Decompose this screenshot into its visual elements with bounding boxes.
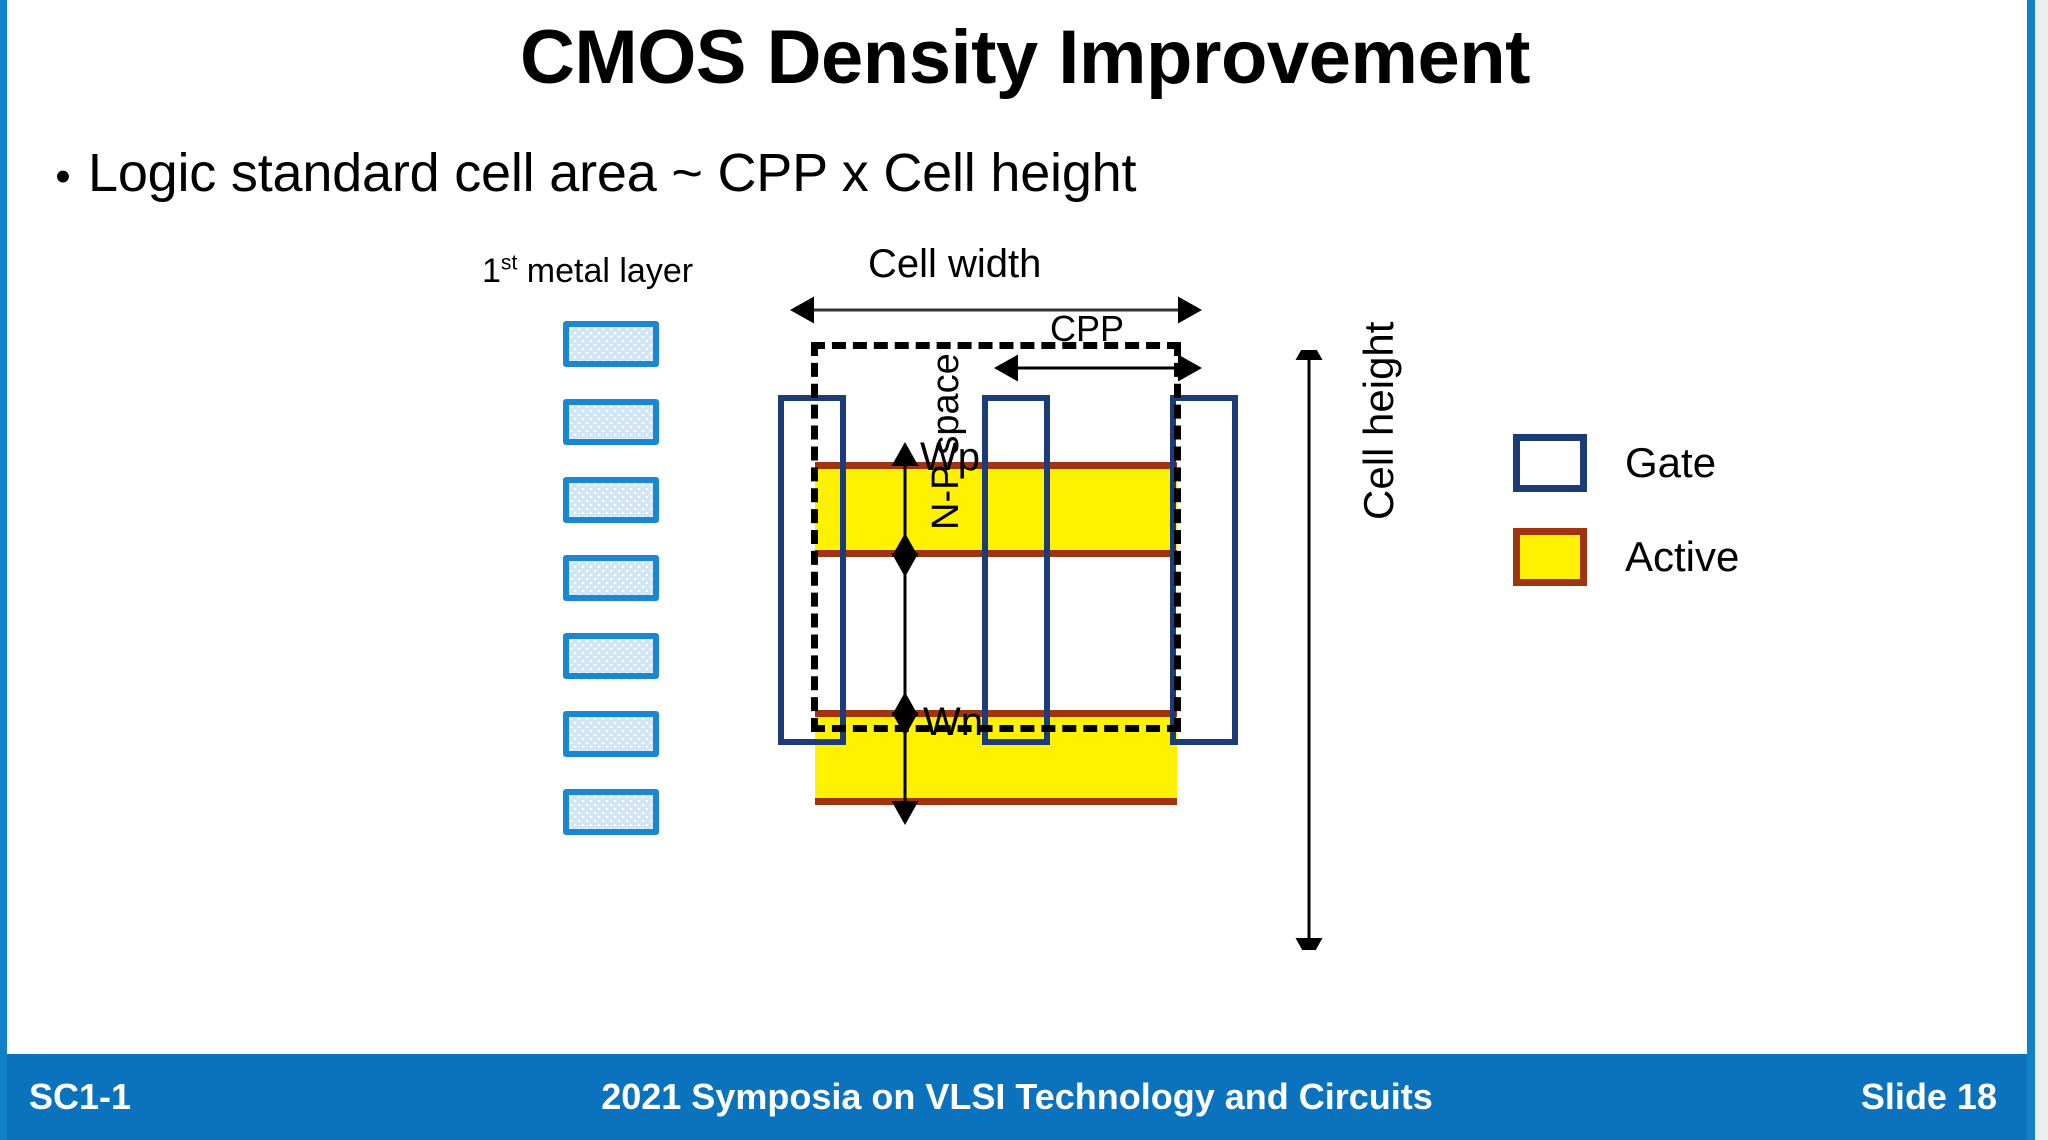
metal-layer-label: 1st metal layer <box>482 252 693 291</box>
metal-layer-rect <box>563 633 659 679</box>
slide-footer: SC1-1 2021 Symposia on VLSI Technology a… <box>7 1054 2027 1140</box>
cell-boundary-outline <box>811 342 1181 732</box>
active-region-p <box>815 462 1177 557</box>
metal-layer-label-number: 1 <box>482 252 501 290</box>
metal-layer-rect <box>563 477 659 523</box>
bullet-text: Logic standard cell area ~ CPP x Cell he… <box>88 143 1137 203</box>
footer-slide-number: Slide 18 <box>1860 1076 1997 1117</box>
cell-width-label: Cell width <box>868 242 1042 286</box>
wn-label: Wn <box>923 700 983 744</box>
legend-label-gate: Gate <box>1625 439 1717 486</box>
cpp-label: CPP <box>1050 308 1125 349</box>
legend-item-active: Active <box>1513 526 1913 588</box>
metal-layer-label-suffix: st <box>500 251 518 275</box>
legend-item-gate: Gate <box>1513 432 1913 494</box>
bullet-item: • Logic standard cell area ~ CPP x Cell … <box>38 142 1136 204</box>
gate-poly-2 <box>982 395 1050 745</box>
metal-layer-rect <box>563 555 659 601</box>
bullet-marker-icon: • <box>55 152 71 201</box>
legend: Gate Active <box>1513 432 1913 620</box>
footer-conference-name: 2021 Symposia on VLSI Technology and Cir… <box>601 1076 1433 1117</box>
cell-height-arrow <box>1295 350 1323 950</box>
slide-left-border <box>0 0 7 1140</box>
metal-layer-rect <box>563 321 659 367</box>
metal-layer-stack <box>563 321 673 991</box>
wp-label: Wp <box>920 435 980 479</box>
legend-label-active: Active <box>1625 533 1740 580</box>
metal-layer-rect <box>563 789 659 835</box>
np-space-label: N-P space <box>925 353 967 530</box>
active-swatch-icon <box>1513 528 1587 586</box>
metal-layer-label-rest: metal layer <box>517 252 694 290</box>
gate-swatch-icon <box>1513 434 1587 492</box>
dimension-arrows <box>790 296 1202 825</box>
standard-cell-diagram: Cell width CPP Wp Wn N-P space <box>760 242 1330 990</box>
slide-title: CMOS Density Improvement <box>520 15 1531 100</box>
metal-layer-rect <box>563 399 659 445</box>
footer-session-code: SC1-1 <box>29 1076 132 1117</box>
metal-layer-rect <box>563 711 659 757</box>
cell-height-label: Cell height <box>1355 321 1402 520</box>
slide-right-border <box>2027 0 2035 1140</box>
gate-poly-3 <box>1170 395 1238 745</box>
slide-right-margin <box>2035 0 2048 1140</box>
